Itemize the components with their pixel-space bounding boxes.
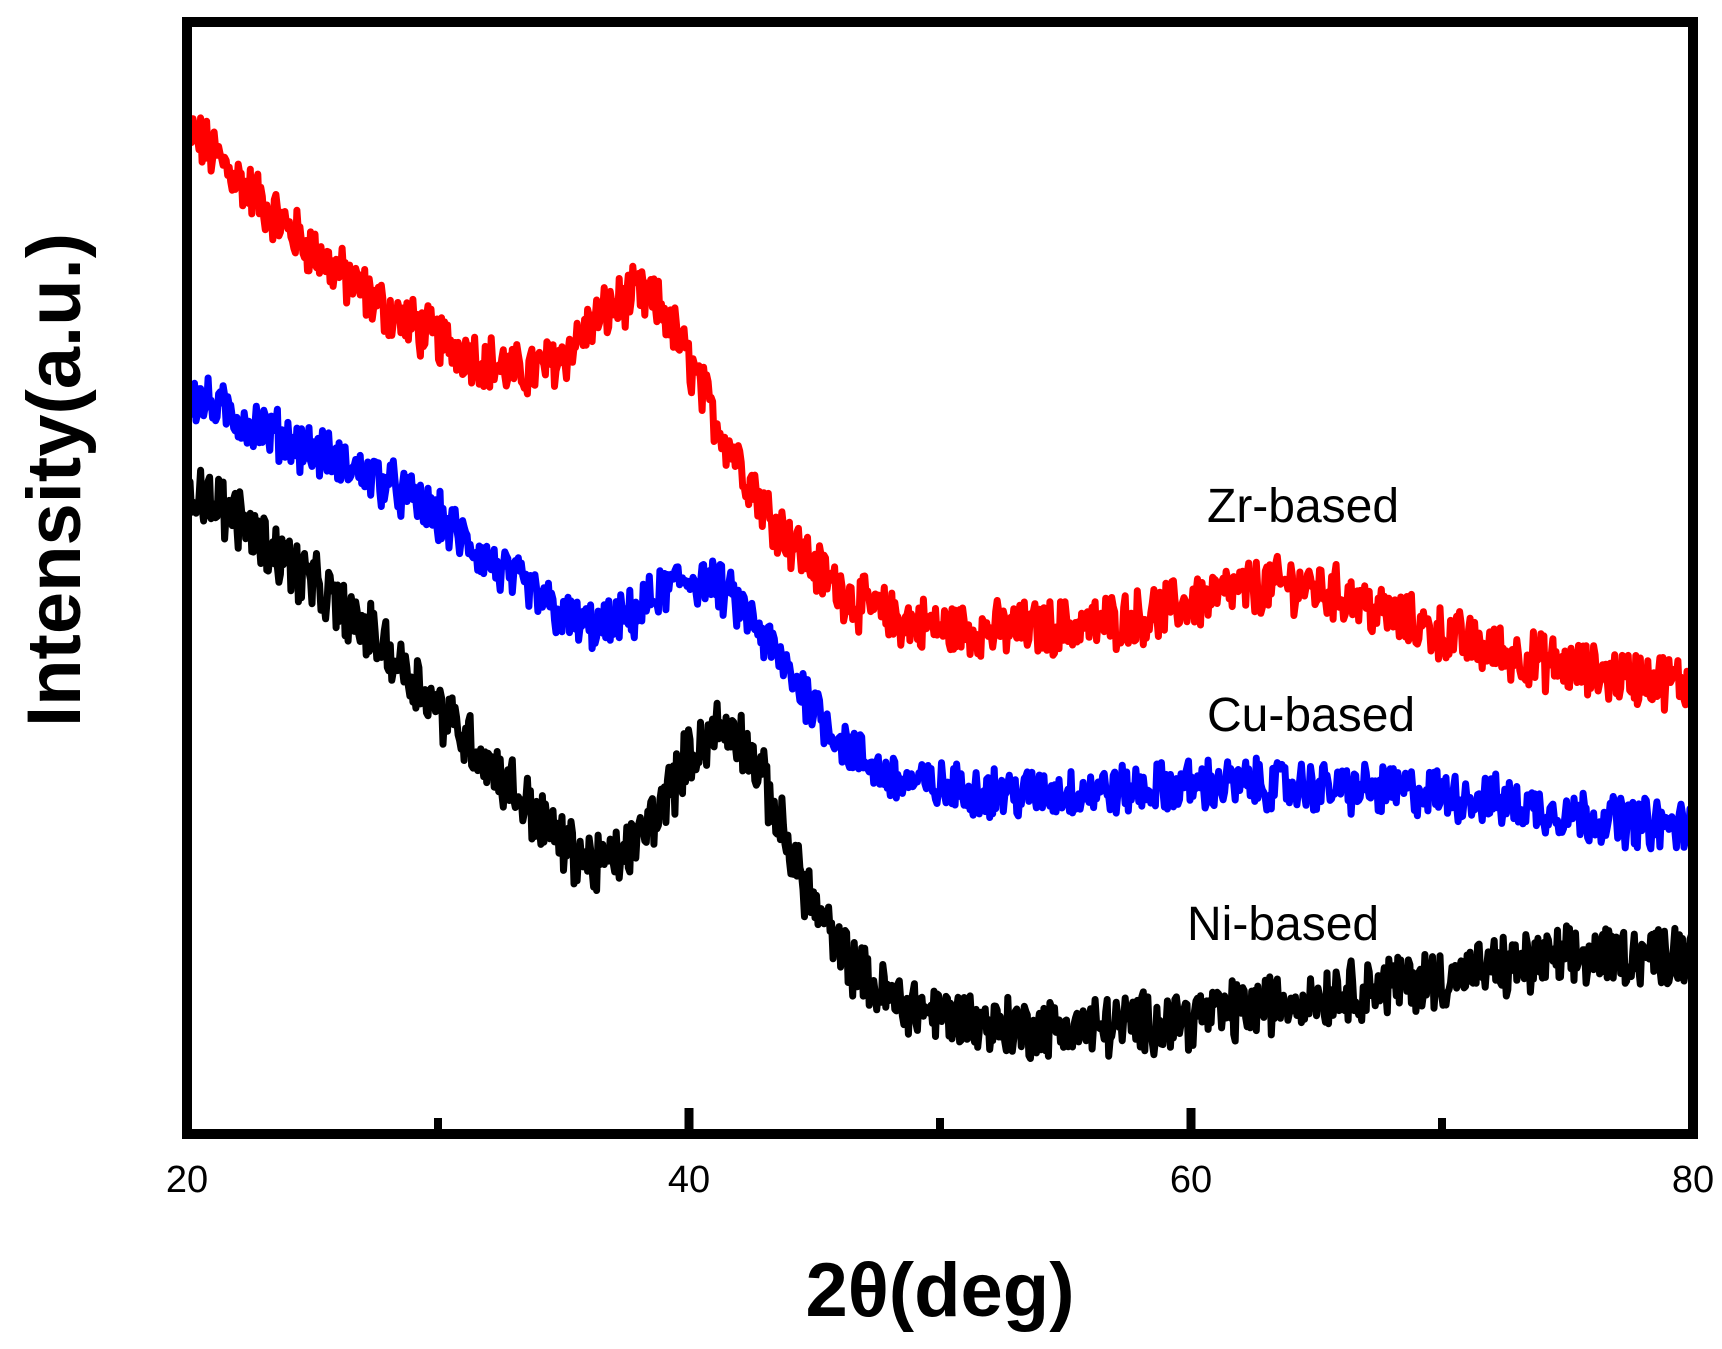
x-tick-label-20: 20	[166, 1159, 208, 1201]
series-line-cu-based	[183, 374, 1697, 853]
x-tick-label-40: 40	[668, 1159, 710, 1201]
y-axis-title: Intensity(a.u.)	[12, 233, 97, 727]
series-label-ni-based: Ni-based	[1187, 898, 1379, 951]
series-labels: Zr-based Cu-based Ni-based	[1187, 480, 1415, 951]
series-line-zr-based	[183, 111, 1695, 714]
series-layer	[183, 111, 1697, 1062]
x-tick-label-60: 60	[1170, 1159, 1212, 1201]
x-axis-title: 2θ(deg)	[805, 1248, 1074, 1333]
x-tick-label-80: 80	[1672, 1159, 1714, 1201]
series-line-ni-based	[183, 466, 1697, 1062]
plot-frame	[182, 17, 1698, 1139]
series-label-zr-based: Zr-based	[1207, 480, 1399, 533]
series-label-cu-based: Cu-based	[1207, 689, 1415, 742]
